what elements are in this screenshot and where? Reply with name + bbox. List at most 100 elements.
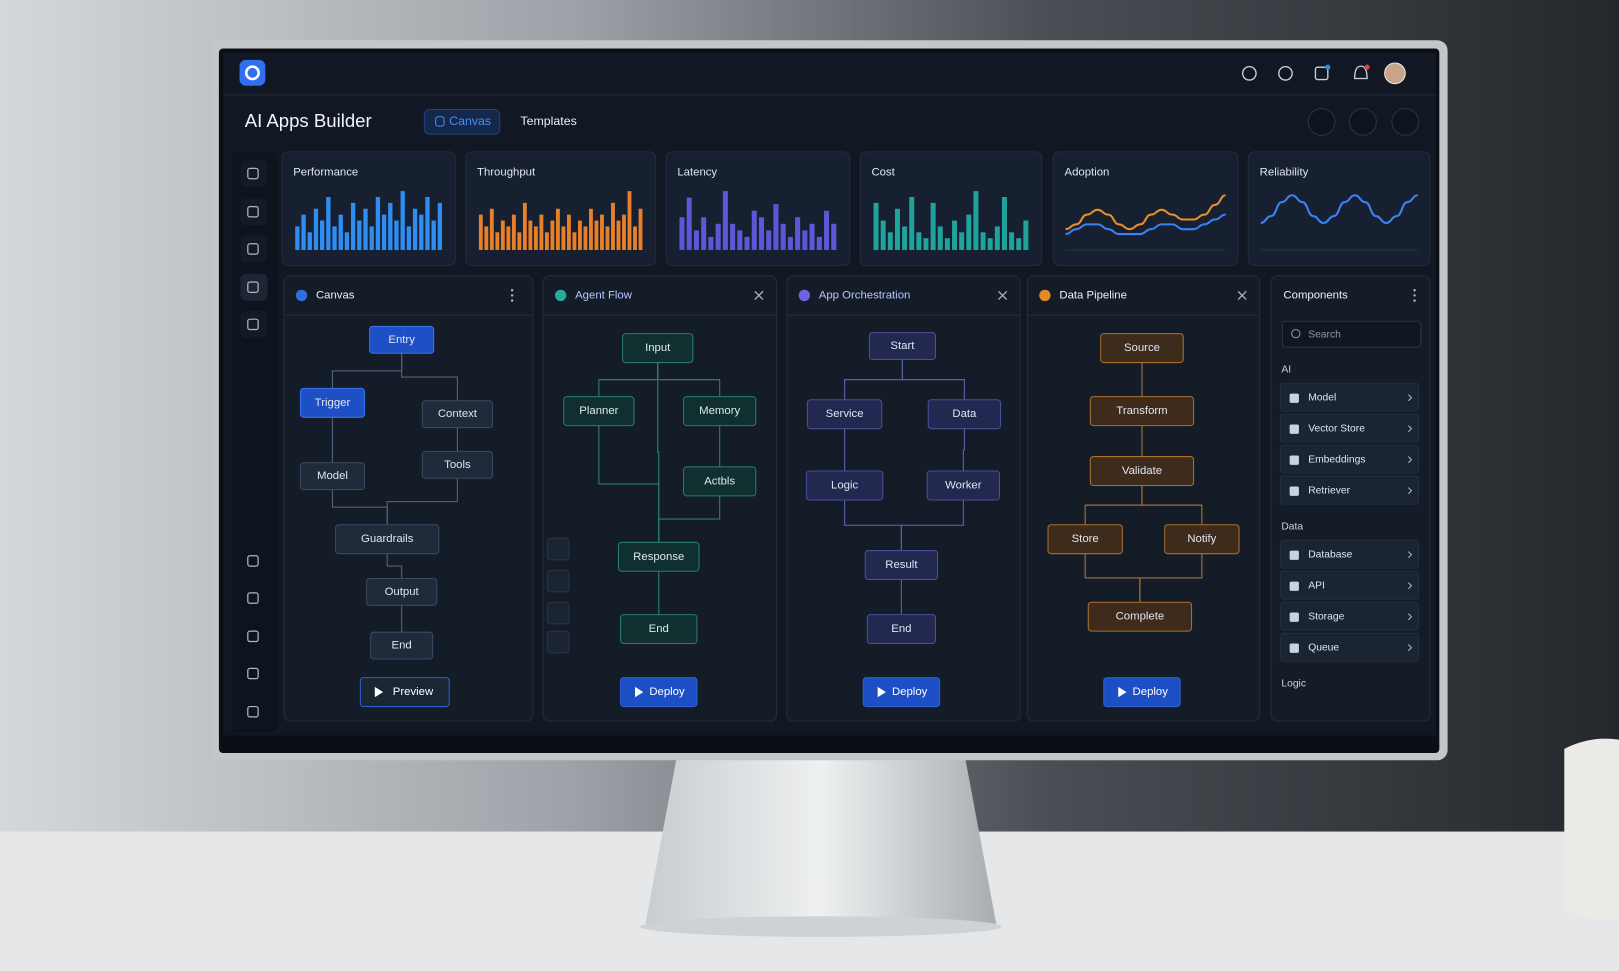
node[interactable] bbox=[299, 387, 365, 418]
node[interactable] bbox=[421, 400, 494, 429]
component-item[interactable] bbox=[1279, 539, 1420, 569]
close-button[interactable] bbox=[754, 290, 764, 301]
action-button[interactable] bbox=[862, 677, 941, 708]
node-label[interactable]: End bbox=[891, 623, 911, 635]
menu-dot[interactable] bbox=[1413, 294, 1416, 297]
action-button[interactable] bbox=[1103, 677, 1181, 708]
sidebar-button[interactable] bbox=[240, 235, 268, 263]
sidebar-button[interactable] bbox=[240, 310, 268, 338]
node[interactable] bbox=[421, 450, 494, 479]
avatar[interactable] bbox=[1384, 62, 1406, 85]
tab[interactable]: Canvas bbox=[449, 114, 491, 128]
node-label[interactable]: Input bbox=[645, 342, 671, 354]
action-label[interactable]: Deploy bbox=[892, 686, 928, 698]
item-label[interactable]: Model bbox=[1308, 392, 1336, 403]
node[interactable] bbox=[369, 325, 435, 354]
component-item[interactable] bbox=[1279, 382, 1420, 412]
node-label[interactable]: Worker bbox=[945, 479, 982, 491]
node-label[interactable]: Planner bbox=[579, 405, 618, 417]
sidebar-button[interactable] bbox=[240, 160, 268, 187]
node-label[interactable]: Result bbox=[885, 559, 918, 571]
node-label[interactable]: Guardrails bbox=[361, 533, 414, 545]
component-item[interactable] bbox=[1279, 601, 1420, 631]
node-label[interactable]: End bbox=[392, 640, 412, 652]
node[interactable] bbox=[805, 470, 884, 501]
node-label[interactable]: Memory bbox=[699, 405, 740, 417]
toolbar-button[interactable] bbox=[1391, 107, 1420, 136]
icon-power[interactable] bbox=[1278, 65, 1293, 81]
node-label[interactable]: Model bbox=[317, 470, 348, 482]
node-label[interactable]: Notify bbox=[1187, 533, 1216, 545]
node-label[interactable]: Output bbox=[385, 586, 420, 598]
node-label[interactable]: Trigger bbox=[315, 397, 351, 409]
component-item[interactable] bbox=[1279, 444, 1420, 474]
node[interactable] bbox=[926, 470, 1001, 501]
item-label[interactable]: Embeddings bbox=[1308, 454, 1365, 465]
icon-apps[interactable] bbox=[1314, 66, 1329, 81]
canvas-tool[interactable] bbox=[546, 569, 570, 593]
sidebar-icon[interactable] bbox=[247, 167, 259, 180]
component-item[interactable] bbox=[1279, 570, 1420, 600]
node-label[interactable]: Service bbox=[826, 408, 864, 420]
node[interactable] bbox=[1164, 524, 1240, 555]
node[interactable] bbox=[370, 631, 434, 660]
sidebar-icon[interactable] bbox=[247, 555, 259, 567]
node[interactable] bbox=[683, 466, 757, 497]
sidebar-icon[interactable] bbox=[247, 592, 259, 604]
node[interactable] bbox=[1089, 456, 1195, 487]
action-label[interactable]: Deploy bbox=[1133, 686, 1169, 698]
node[interactable] bbox=[1089, 396, 1195, 427]
canvas-tool[interactable] bbox=[546, 537, 570, 561]
node-label[interactable]: Actbls bbox=[704, 475, 735, 487]
icon-bell[interactable] bbox=[1354, 65, 1368, 80]
node[interactable] bbox=[868, 332, 936, 360]
sidebar-icon[interactable] bbox=[247, 205, 259, 218]
node-label[interactable]: Data bbox=[952, 408, 977, 420]
sidebar-button[interactable] bbox=[240, 198, 268, 226]
item-label[interactable]: Storage bbox=[1308, 611, 1344, 622]
sidebar-icon[interactable] bbox=[247, 667, 259, 680]
node-label[interactable]: End bbox=[649, 623, 669, 635]
node[interactable] bbox=[1047, 524, 1123, 555]
item-label[interactable]: Database bbox=[1308, 549, 1352, 560]
item-label[interactable]: Queue bbox=[1308, 642, 1339, 653]
menu-dot[interactable] bbox=[1413, 299, 1416, 302]
close-button[interactable] bbox=[1237, 290, 1247, 301]
component-item[interactable] bbox=[1279, 413, 1420, 443]
node[interactable] bbox=[366, 577, 438, 606]
node-label[interactable]: Source bbox=[1124, 342, 1160, 354]
tab[interactable]: Templates bbox=[520, 114, 576, 128]
node[interactable] bbox=[866, 614, 936, 645]
action-label[interactable]: Deploy bbox=[649, 686, 685, 698]
icon-info[interactable] bbox=[1241, 65, 1257, 81]
action-button[interactable] bbox=[359, 677, 450, 708]
node-label[interactable]: Transform bbox=[1116, 405, 1167, 417]
search-box[interactable] bbox=[1281, 320, 1422, 348]
node[interactable] bbox=[806, 399, 883, 430]
node[interactable] bbox=[617, 541, 700, 572]
menu-dot[interactable] bbox=[1413, 289, 1416, 292]
sidebar-button[interactable] bbox=[240, 273, 268, 301]
item-label[interactable]: API bbox=[1308, 580, 1325, 591]
menu-dot[interactable] bbox=[510, 299, 514, 302]
node-label[interactable]: Store bbox=[1072, 533, 1099, 545]
sidebar-icon[interactable] bbox=[247, 705, 259, 718]
canvas-tool[interactable] bbox=[546, 601, 570, 625]
node-label[interactable]: Response bbox=[633, 551, 684, 563]
menu-dot[interactable] bbox=[510, 294, 514, 297]
sidebar-icon[interactable] bbox=[247, 318, 259, 331]
action-label[interactable]: Preview bbox=[393, 686, 434, 698]
item-label[interactable]: Retriever bbox=[1308, 485, 1350, 496]
action-button[interactable] bbox=[620, 677, 698, 708]
node[interactable] bbox=[683, 396, 757, 427]
component-item[interactable] bbox=[1279, 632, 1420, 662]
node[interactable] bbox=[622, 333, 694, 364]
node-label[interactable]: Entry bbox=[388, 334, 415, 346]
close-button[interactable] bbox=[998, 290, 1008, 301]
node[interactable] bbox=[864, 550, 939, 581]
node-label[interactable]: Validate bbox=[1122, 465, 1162, 477]
node[interactable] bbox=[299, 462, 365, 491]
toolbar-button[interactable] bbox=[1348, 107, 1377, 136]
node-label[interactable]: Start bbox=[890, 340, 915, 352]
node[interactable] bbox=[620, 614, 698, 645]
